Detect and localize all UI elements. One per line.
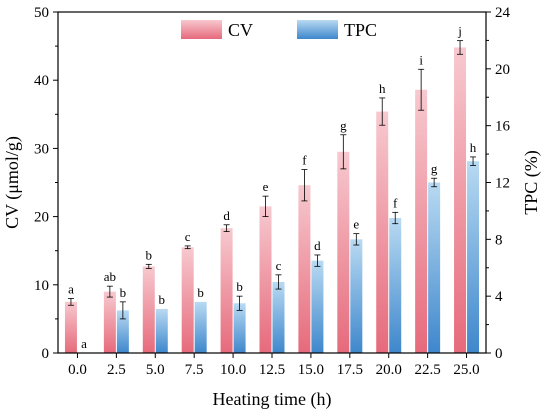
axes: 0 10 20 30 40 50 0 4 8 12 16 20 24 0.0 2.5 5.0 7.5 10.0 12… xyxy=(34,5,511,378)
left-tick-label: 30 xyxy=(34,141,49,157)
x-tick-label: 10.0 xyxy=(220,362,246,378)
left-tick-label: 10 xyxy=(34,278,49,294)
significance-letter: a xyxy=(68,281,74,296)
significance-letter: c xyxy=(185,229,191,244)
x-tick-label: 20.0 xyxy=(376,362,402,378)
significance-letter: d xyxy=(223,208,230,223)
left-tick-label: 50 xyxy=(34,5,49,21)
tpc-bar xyxy=(155,308,168,353)
significance-letter: b xyxy=(159,292,166,307)
significance-letter: h xyxy=(379,81,386,96)
cv-bar xyxy=(454,47,467,354)
cv-bar xyxy=(103,291,116,353)
right-tick-label: 4 xyxy=(495,289,503,305)
significance-letter: a xyxy=(81,336,87,351)
significance-letter: f xyxy=(302,153,307,168)
significance-letter: f xyxy=(393,195,398,210)
right-tick-label: 8 xyxy=(495,232,503,248)
tpc-bar xyxy=(272,281,285,353)
x-tick-label: 22.5 xyxy=(415,362,441,378)
significance-letter: b xyxy=(236,279,243,294)
x-tick-label: 0.0 xyxy=(68,362,87,378)
left-axis-title: CV (μmol/g) xyxy=(2,136,23,229)
right-tick-label: 0 xyxy=(495,346,503,362)
tpc-bar xyxy=(311,260,324,353)
left-tick-label: 20 xyxy=(34,210,49,226)
tpc-bar xyxy=(389,218,402,353)
right-tick-label: 16 xyxy=(495,119,511,135)
significance-letter: c xyxy=(276,258,282,273)
axis-titles: Heating time (h) CV (μmol/g) TPC (%) xyxy=(2,136,542,410)
legend-swatch-cv xyxy=(181,20,222,39)
right-tick-label: 20 xyxy=(495,62,510,78)
right-tick-label: 24 xyxy=(495,5,511,21)
significance-letter: b xyxy=(120,285,127,300)
legend: CV TPC xyxy=(181,20,377,40)
x-tick-label: 7.5 xyxy=(185,362,204,378)
significance-letter: b xyxy=(197,285,204,300)
x-tick-label: 25.0 xyxy=(453,362,479,378)
tpc-bar xyxy=(194,301,207,353)
cv-bar xyxy=(64,301,77,353)
x-axis-title: Heating time (h) xyxy=(213,389,332,410)
x-tick-label: 12.5 xyxy=(259,362,285,378)
x-tick-label: 5.0 xyxy=(146,362,165,378)
legend-swatch-tpc xyxy=(297,20,338,39)
x-tick-label: 15.0 xyxy=(298,362,324,378)
tpc-bar xyxy=(116,310,129,353)
cv-bar xyxy=(142,266,155,353)
cv-bar xyxy=(298,185,311,353)
significance-letter: e xyxy=(263,179,269,194)
left-tick-label: 0 xyxy=(42,346,50,362)
legend-label-tpc: TPC xyxy=(344,20,377,40)
cv-bar xyxy=(181,247,194,353)
left-tick-label: 40 xyxy=(34,73,49,89)
x-tick-label: 17.5 xyxy=(337,362,363,378)
significance-letter: h xyxy=(470,140,477,155)
tpc-bar xyxy=(350,239,363,353)
legend-label-cv: CV xyxy=(228,20,253,40)
significance-letter: g xyxy=(431,161,438,176)
tpc-bar xyxy=(428,182,441,353)
significance-letter: i xyxy=(419,52,423,67)
cv-bar xyxy=(220,228,233,353)
cv-bar xyxy=(376,111,389,354)
cv-bar xyxy=(259,206,272,353)
right-tick-label: 12 xyxy=(495,176,510,192)
significance-letter: g xyxy=(340,118,347,133)
tpc-bar xyxy=(467,161,480,353)
tpc-bar xyxy=(233,303,246,353)
x-tick-label: 2.5 xyxy=(107,362,126,378)
significance-letter: j xyxy=(457,24,462,39)
cv-bar xyxy=(415,89,428,354)
significance-letter: b xyxy=(146,247,153,262)
significance-letter: e xyxy=(353,217,359,232)
right-axis-title: TPC (%) xyxy=(521,150,542,215)
significance-letter: d xyxy=(314,238,321,253)
cv-bar xyxy=(337,151,350,353)
significance-letter: ab xyxy=(104,269,116,284)
